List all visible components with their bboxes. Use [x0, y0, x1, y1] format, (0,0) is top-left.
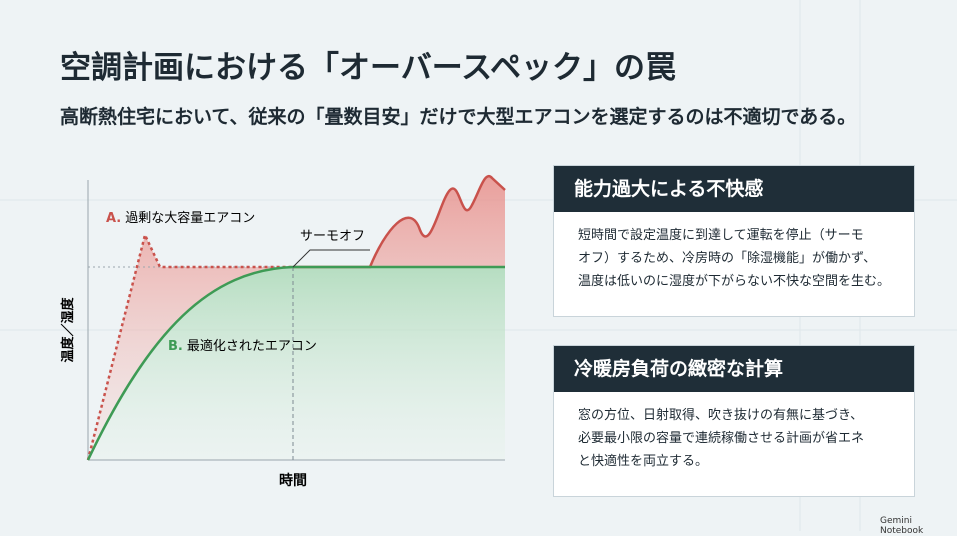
curve-a-prefix: A. [106, 211, 121, 226]
optimal-area [88, 267, 505, 460]
curve-a-text: 過剰な大容量エアコン [125, 210, 255, 226]
card: 冷暖房負荷の緻密な計算 窓の方位、日射取得、吹き抜けの有無に基づき、 必要最小限の… [553, 345, 915, 497]
card-line: オフ）するため、冷房時の「除湿機能」が働かず、 [578, 251, 877, 266]
card-title: 冷暖房負荷の緻密な計算 [554, 346, 914, 392]
y-axis-label: 温度／湿度 [60, 297, 76, 363]
card: 能力過大による不快感 短時間で設定温度に到達して運転を停止（サーモ オフ）するため… [553, 165, 915, 317]
curve-b [86, 265, 505, 461]
card-line: 短時間で設定温度に到達して運転を停止（サーモ [578, 228, 864, 243]
card-line: 窓の方位、日射取得、吹き抜けの有無に基づき、 [578, 408, 864, 423]
curve-b-label: B. 最適化されたエアコン [168, 338, 317, 354]
card-line: 必要最小限の容量で連続稼働させる計画が省エネ [578, 431, 865, 446]
curve-a [293, 174, 506, 269]
card-line: 温度は低いのに湿度が下がらない不快な空間を生む。 [578, 274, 891, 289]
curve-b-text: 最適化されたエアコン [187, 338, 317, 354]
curve-a-dotted [86, 231, 293, 461]
oversize-area [88, 176, 505, 460]
subtitle: 高断熱住宅において、従来の「畳数目安」だけで大型エアコンを選定するのは不適切であ… [60, 106, 857, 128]
curve-b-prefix: B. [168, 339, 183, 354]
annotation: サーモオフ [300, 229, 365, 244]
footer: Gemini Notebook [880, 516, 924, 536]
x-axis-label: 時間 [279, 472, 307, 489]
annotation-leader [292, 249, 370, 268]
diagram: サーモオフ A. 過剰な大容量エアコン B. 最適化されたエアコン 温度／湿度 時間 [60, 174, 506, 489]
title: 空調計画における「オーバースペック」の罠 [60, 50, 676, 86]
card-line: と快適性を両立する。 [578, 454, 709, 469]
card-title: 能力過大による不快感 [554, 166, 914, 212]
curve-a-label: A. 過剰な大容量エアコン [106, 210, 255, 226]
